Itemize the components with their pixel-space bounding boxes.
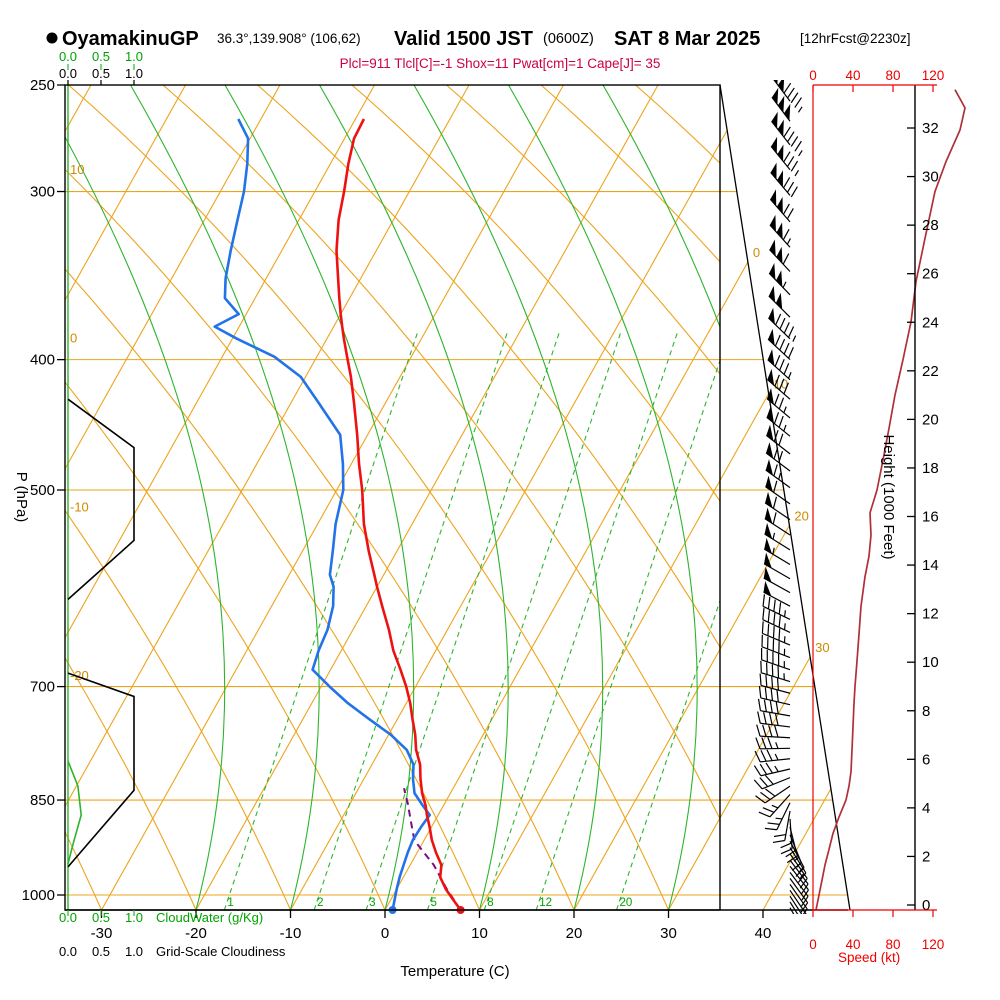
svg-text:1.0: 1.0 — [125, 66, 143, 81]
station-name: OyamakinuGP — [62, 28, 199, 50]
svg-text:2: 2 — [317, 897, 323, 909]
svg-text:40: 40 — [755, 925, 772, 942]
svg-text:20: 20 — [620, 897, 633, 909]
svg-text:28: 28 — [922, 217, 939, 234]
svg-text:850: 850 — [30, 792, 55, 809]
svg-text:18: 18 — [922, 460, 939, 477]
station-coords: 36.3°,139.908° (106,62) — [217, 31, 361, 46]
svg-text:8: 8 — [922, 703, 930, 720]
svg-text:20: 20 — [566, 925, 583, 942]
svg-text:10: 10 — [922, 654, 939, 671]
cloudiness-axis-title: Grid-Scale Cloudiness — [156, 944, 286, 959]
valid-time-utc: (0600Z) — [543, 31, 594, 47]
svg-text:0.0: 0.0 — [59, 66, 77, 81]
svg-text:2: 2 — [922, 848, 930, 865]
svg-text:6: 6 — [922, 751, 930, 768]
svg-text:12: 12 — [539, 897, 552, 909]
svg-text:30: 30 — [660, 925, 677, 942]
stability-params: Plcl=911 Tlcl[C]=-1 Shox=11 Pwat[cm]=1 C… — [340, 56, 661, 71]
svg-text:10: 10 — [70, 162, 84, 177]
cloud-profiles — [67, 85, 135, 910]
svg-text:3: 3 — [369, 897, 375, 909]
svg-text:0.5: 0.5 — [92, 944, 110, 959]
svg-text:12: 12 — [922, 606, 939, 623]
svg-text:400: 400 — [30, 352, 55, 369]
wind-barbs — [753, 80, 809, 914]
svg-text:-30: -30 — [91, 925, 113, 942]
svg-text:-10: -10 — [70, 499, 89, 514]
speed-axis-title: Speed (kt) — [838, 950, 900, 965]
valid-date: SAT 8 Mar 2025 — [614, 28, 760, 50]
svg-text:250: 250 — [30, 77, 55, 94]
svg-text:4: 4 — [922, 800, 930, 817]
forecast-info: [12hrFcst@2230z] — [800, 31, 911, 46]
background-grid — [65, 85, 850, 910]
svg-text:300: 300 — [30, 184, 55, 201]
svg-text:30: 30 — [922, 169, 939, 186]
svg-text:0.5: 0.5 — [92, 49, 110, 64]
svg-text:24: 24 — [922, 314, 939, 331]
svg-text:500: 500 — [30, 482, 55, 499]
svg-text:0: 0 — [753, 245, 760, 260]
svg-text:40: 40 — [845, 68, 860, 83]
svg-text:30: 30 — [815, 640, 829, 655]
height-axis-title: Height (1000 Feet) — [880, 434, 897, 559]
svg-text:120: 120 — [922, 68, 945, 83]
svg-text:20: 20 — [794, 508, 808, 523]
temperature-axis-title: Temperature (C) — [400, 963, 509, 980]
svg-text:26: 26 — [922, 266, 939, 283]
svg-text:5: 5 — [431, 897, 437, 909]
svg-text:0.0: 0.0 — [59, 49, 77, 64]
svg-text:0: 0 — [809, 68, 817, 83]
svg-text:0.0: 0.0 — [59, 910, 77, 925]
svg-text:-20: -20 — [185, 925, 207, 942]
svg-text:700: 700 — [30, 679, 55, 696]
svg-text:0.0: 0.0 — [59, 944, 77, 959]
svg-text:-10: -10 — [280, 925, 302, 942]
svg-text:40: 40 — [845, 937, 860, 952]
pressure-axis-title: P (hPa) — [13, 472, 30, 523]
svg-text:0.5: 0.5 — [92, 66, 110, 81]
svg-text:20: 20 — [922, 411, 939, 428]
svg-text:14: 14 — [922, 557, 939, 574]
svg-text:10: 10 — [471, 925, 488, 942]
valid-time: Valid 1500 JST — [394, 28, 533, 50]
svg-text:1.0: 1.0 — [125, 49, 143, 64]
cloudwater-axis-title: CloudWater (g/Kg) — [156, 910, 263, 925]
svg-text:16: 16 — [922, 509, 939, 526]
svg-text:1.0: 1.0 — [125, 910, 143, 925]
svg-text:32: 32 — [922, 120, 939, 137]
svg-text:22: 22 — [922, 363, 939, 380]
svg-text:1: 1 — [227, 897, 233, 909]
svg-text:0: 0 — [809, 937, 817, 952]
svg-text:80: 80 — [885, 937, 900, 952]
title-bullet-icon — [46, 32, 58, 44]
svg-text:0: 0 — [381, 925, 389, 942]
sounding-profiles — [213, 89, 966, 914]
svg-text:1.0: 1.0 — [125, 944, 143, 959]
svg-text:1000: 1000 — [22, 887, 55, 904]
svg-text:0.5: 0.5 — [92, 910, 110, 925]
plot-frame — [64, 84, 851, 911]
svg-text:120: 120 — [922, 937, 945, 952]
svg-text:0: 0 — [922, 897, 930, 914]
svg-text:8: 8 — [487, 897, 493, 909]
svg-text:0: 0 — [70, 331, 77, 346]
svg-text:80: 80 — [885, 68, 900, 83]
